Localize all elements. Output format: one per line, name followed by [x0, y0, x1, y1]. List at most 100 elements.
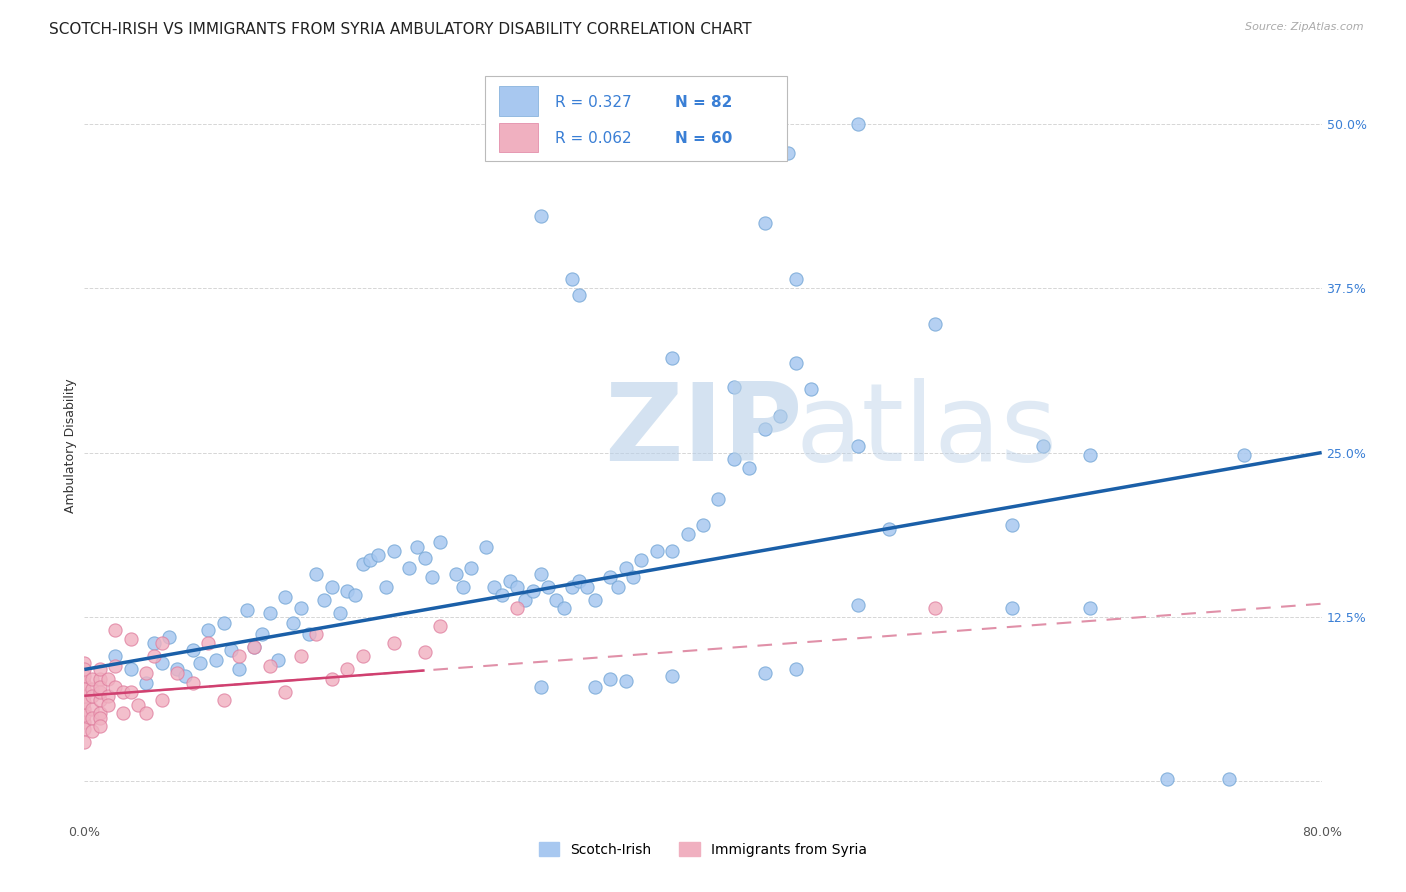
Point: [274, 685, 297, 699]
Point: [460, 561, 482, 575]
Point: [352, 558, 374, 572]
Point: [321, 672, 343, 686]
Point: [707, 491, 730, 506]
Point: [877, 522, 900, 536]
Point: [259, 658, 281, 673]
Point: [305, 566, 328, 581]
Point: [82, 672, 104, 686]
Point: [506, 600, 529, 615]
Point: [73, 675, 96, 690]
Point: [846, 439, 869, 453]
Point: [89, 672, 111, 686]
Point: [120, 685, 142, 699]
Point: [776, 145, 799, 160]
Point: [800, 383, 823, 397]
Point: [328, 606, 352, 620]
Point: [228, 663, 250, 677]
Point: [583, 680, 606, 694]
Point: [73, 663, 96, 677]
Point: [475, 540, 498, 554]
Point: [143, 649, 166, 664]
Y-axis label: Ambulatory Disability: Ambulatory Disability: [65, 379, 77, 513]
Point: [846, 598, 869, 612]
Text: N = 60: N = 60: [675, 130, 733, 145]
Point: [150, 656, 173, 670]
Point: [405, 540, 427, 554]
Point: [614, 674, 637, 689]
Point: [89, 719, 111, 733]
Point: [785, 663, 807, 677]
Point: [120, 663, 142, 677]
Point: [181, 642, 204, 657]
Point: [104, 658, 127, 673]
Point: [522, 583, 544, 598]
Point: [1032, 439, 1054, 453]
Point: [120, 632, 142, 647]
Point: [568, 574, 591, 589]
Text: R = 0.327: R = 0.327: [555, 95, 631, 111]
Point: [429, 535, 451, 549]
Point: [484, 580, 506, 594]
Point: [274, 590, 297, 604]
Point: [444, 566, 467, 581]
Text: R = 0.062: R = 0.062: [555, 130, 631, 145]
Point: [453, 580, 475, 594]
Point: [583, 592, 606, 607]
Point: [754, 666, 776, 681]
Point: [89, 685, 111, 699]
Point: [499, 574, 522, 589]
Point: [1218, 772, 1240, 786]
Point: [529, 566, 551, 581]
Point: [360, 553, 382, 567]
Point: [104, 623, 127, 637]
Point: [112, 706, 135, 720]
Point: [546, 592, 568, 607]
Point: [422, 570, 444, 584]
Point: [267, 653, 290, 667]
Point: [614, 561, 637, 575]
Point: [553, 600, 575, 615]
Point: [96, 698, 118, 712]
Point: [96, 689, 118, 703]
Point: [188, 656, 211, 670]
Point: [321, 580, 343, 594]
Text: N = 82: N = 82: [675, 95, 733, 111]
Point: [243, 640, 266, 654]
Point: [89, 692, 111, 706]
Point: [290, 649, 312, 664]
Point: [82, 724, 104, 739]
Point: [82, 702, 104, 716]
Point: [529, 680, 551, 694]
Point: [197, 636, 219, 650]
Point: [621, 570, 644, 584]
Legend: Scotch-Irish, Immigrants from Syria: Scotch-Irish, Immigrants from Syria: [533, 837, 873, 863]
Point: [336, 583, 359, 598]
Point: [529, 209, 551, 223]
Text: Source: ZipAtlas.com: Source: ZipAtlas.com: [1246, 22, 1364, 32]
Point: [568, 288, 591, 302]
Point: [73, 695, 96, 709]
Point: [96, 672, 118, 686]
Point: [723, 452, 745, 467]
Point: [228, 649, 250, 664]
Point: [181, 675, 204, 690]
Point: [150, 692, 173, 706]
Point: [166, 666, 188, 681]
Point: [197, 623, 219, 637]
Point: [413, 645, 436, 659]
Point: [127, 698, 149, 712]
Point: [692, 517, 714, 532]
Point: [135, 666, 157, 681]
Point: [1078, 600, 1101, 615]
Point: [73, 714, 96, 729]
Point: [219, 642, 242, 657]
Point: [150, 636, 173, 650]
Point: [305, 627, 328, 641]
Point: [82, 682, 104, 697]
Point: [924, 317, 946, 331]
Point: [599, 672, 621, 686]
Point: [73, 689, 96, 703]
Point: [73, 656, 96, 670]
Point: [143, 636, 166, 650]
Point: [73, 669, 96, 683]
